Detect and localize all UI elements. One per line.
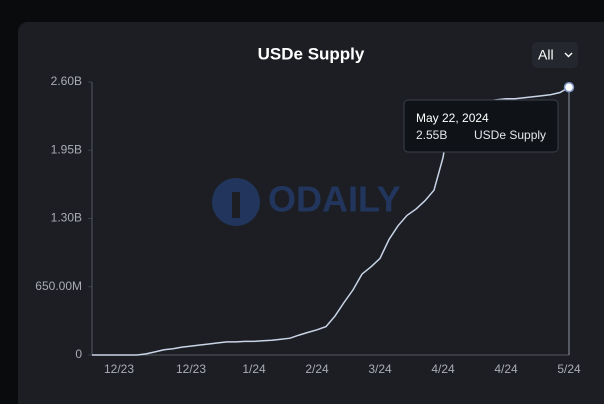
- y-tick-label: 1.95B: [51, 142, 82, 156]
- y-tick-label: 650.00M: [35, 279, 82, 293]
- watermark: ODAILY: [212, 178, 401, 226]
- hover-point: [563, 82, 575, 93]
- tooltip: May 22, 2024 2.55B USDe Supply: [403, 99, 559, 153]
- tooltip-date: May 22, 2024: [416, 111, 489, 125]
- tooltip-series: USDe Supply: [474, 128, 546, 142]
- x-tick-label: 12/23: [176, 362, 206, 376]
- tooltip-box: [403, 99, 559, 153]
- y-tick-label: 1.30B: [51, 211, 82, 225]
- tooltip-value: 2.55B: [416, 128, 447, 142]
- range-dropdown[interactable]: All: [532, 42, 578, 68]
- dropdown-label[interactable]: All: [538, 47, 554, 63]
- y-tick-label: 2.60B: [51, 74, 82, 88]
- x-tick-label: 12/23: [104, 362, 134, 376]
- watermark-logo-cut: [232, 192, 240, 218]
- chart-title: USDe Supply: [258, 44, 365, 63]
- watermark-text: ODAILY: [268, 179, 401, 220]
- x-tick-label: 4/24: [431, 362, 455, 376]
- x-tick-label: 1/24: [242, 362, 266, 376]
- x-tick-label: 3/24: [368, 362, 392, 376]
- x-tick-label: 5/24: [557, 362, 581, 376]
- x-tick-label: 2/24: [305, 362, 329, 376]
- dropdown-box[interactable]: [532, 42, 578, 68]
- y-tick-label: 0: [75, 347, 82, 361]
- watermark-logo: [212, 178, 260, 226]
- chevron: [564, 52, 573, 58]
- x-tick-label: 4/24: [494, 362, 518, 376]
